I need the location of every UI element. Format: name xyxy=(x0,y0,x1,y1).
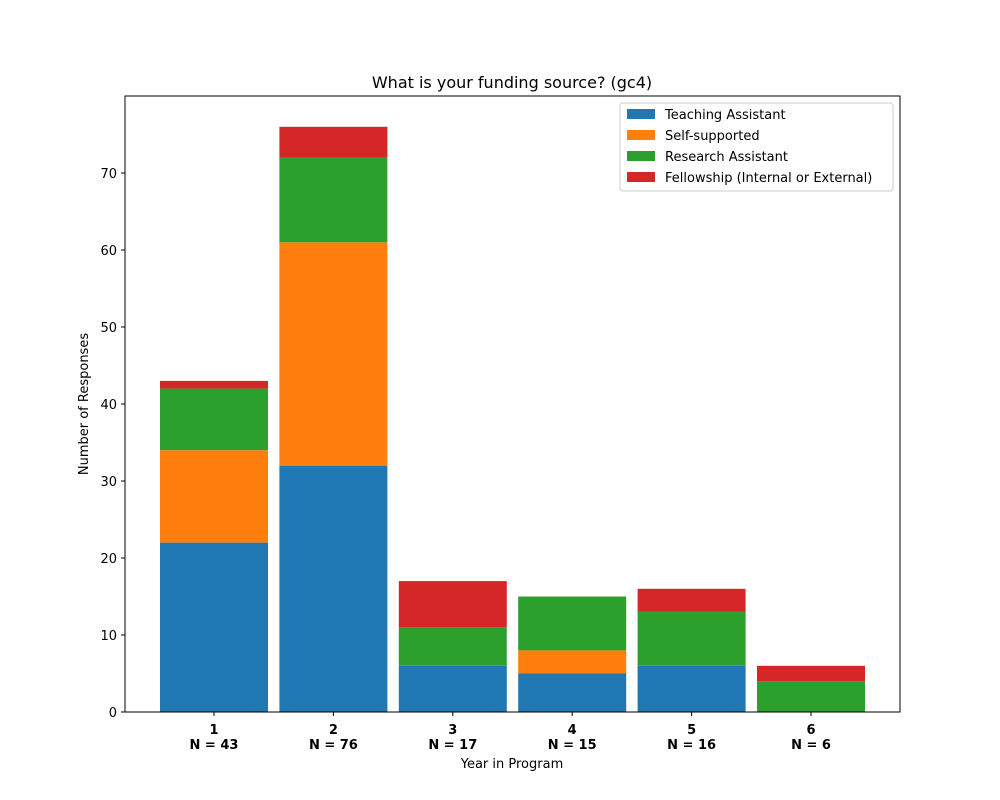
bar-year-5-series-2 xyxy=(637,611,746,666)
bar-year-1-series-2 xyxy=(160,388,268,451)
y-tick-label: 50 xyxy=(100,321,117,336)
x-tick-label: 4 xyxy=(568,723,577,738)
x-tick-sublabel: N = 16 xyxy=(667,738,716,753)
bar-year-4-series-1 xyxy=(518,650,627,674)
x-tick-label: 6 xyxy=(806,723,815,738)
y-tick-label: 40 xyxy=(100,398,117,413)
legend: Teaching Assistant Self-supported Research… xyxy=(619,102,894,192)
y-tick-label: 10 xyxy=(100,629,117,644)
bar-year-5-series-0 xyxy=(637,665,746,712)
y-tick-label: 60 xyxy=(100,244,117,259)
legend-swatch xyxy=(627,151,655,161)
bar-year-5-series-3 xyxy=(637,588,746,612)
y-tick-label: 0 xyxy=(109,706,117,721)
legend-swatch xyxy=(627,109,655,119)
legend-swatch xyxy=(627,172,655,182)
bar-year-1-series-0 xyxy=(160,542,268,712)
x-tick-sublabel: N = 15 xyxy=(548,738,597,753)
x-tick-label: 2 xyxy=(329,723,338,738)
bar-year-3-series-0 xyxy=(398,665,507,712)
legend-label: Self-supported xyxy=(665,129,760,144)
y-axis-title: Number of Responses xyxy=(77,333,92,475)
chart-title: What is your funding source? (gc4) xyxy=(372,73,652,92)
x-tick-label: 1 xyxy=(209,723,218,738)
x-axis-title: Year in Program xyxy=(460,757,564,772)
bar-year-6-series-3 xyxy=(757,665,865,682)
bar-year-3-series-2 xyxy=(398,627,507,666)
legend-box xyxy=(619,102,894,192)
bar-year-1-series-3 xyxy=(160,380,268,389)
bar-year-4-series-0 xyxy=(518,673,627,712)
legend-label: Research Assistant xyxy=(665,150,788,165)
bars-group xyxy=(160,126,865,712)
bar-year-3-series-3 xyxy=(398,581,507,628)
bar-year-2-series-0 xyxy=(279,465,388,712)
x-tick-sublabel: N = 6 xyxy=(791,738,831,753)
y-tick-label: 70 xyxy=(100,167,117,182)
y-tick-label: 30 xyxy=(100,475,117,490)
y-tick-label: 20 xyxy=(100,552,117,567)
x-axis: 1N = 43 2N = 76 3N = 17 4N = 15 5N = 16 6N = … xyxy=(190,712,831,753)
x-tick-sublabel: N = 17 xyxy=(428,738,477,753)
x-tick-label: 3 xyxy=(448,723,457,738)
legend-label: Teaching Assistant xyxy=(664,108,786,123)
bar-year-1-series-1 xyxy=(160,450,268,543)
x-tick-label: 5 xyxy=(687,723,696,738)
bar-year-4-series-2 xyxy=(518,596,627,651)
y-axis: 0 10 20 30 40 50 60 70 xyxy=(100,167,125,721)
bar-year-2-series-3 xyxy=(279,126,388,158)
bar-year-2-series-1 xyxy=(279,242,388,466)
bar-year-6-series-2 xyxy=(757,681,865,712)
x-tick-sublabel: N = 76 xyxy=(309,738,358,753)
x-tick-sublabel: N = 43 xyxy=(190,738,239,753)
legend-label: Fellowship (Internal or External) xyxy=(665,171,872,186)
bar-year-2-series-2 xyxy=(279,157,388,243)
legend-swatch xyxy=(627,130,655,140)
